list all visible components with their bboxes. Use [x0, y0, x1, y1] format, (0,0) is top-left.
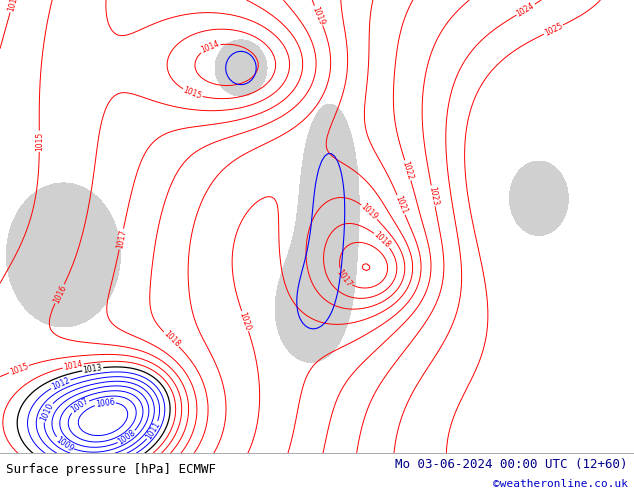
Text: 1010: 1010 [39, 402, 55, 423]
Text: 1024: 1024 [515, 1, 536, 19]
Text: 1016: 1016 [51, 283, 68, 304]
Text: 1013: 1013 [82, 363, 103, 375]
Text: 1017: 1017 [115, 229, 127, 249]
Text: 1012: 1012 [50, 376, 71, 392]
Text: 1022: 1022 [401, 160, 415, 181]
Text: 1017: 1017 [335, 268, 354, 288]
Text: 1014: 1014 [6, 0, 20, 13]
Text: Mo 03-06-2024 00:00 UTC (12+60): Mo 03-06-2024 00:00 UTC (12+60) [395, 458, 628, 471]
Text: 1018: 1018 [372, 230, 392, 250]
Text: 1009: 1009 [54, 435, 75, 453]
Text: 1006: 1006 [95, 397, 115, 409]
Text: 1025: 1025 [543, 22, 564, 38]
Text: 1018: 1018 [162, 329, 181, 349]
Text: 1015: 1015 [35, 132, 44, 151]
Text: 1023: 1023 [427, 186, 439, 206]
Text: 1008: 1008 [117, 428, 138, 446]
Text: 1015: 1015 [182, 86, 203, 101]
Text: 1007: 1007 [69, 397, 90, 415]
Text: 1021: 1021 [393, 195, 409, 216]
Text: 1019: 1019 [359, 202, 380, 221]
Text: 1014: 1014 [200, 39, 221, 55]
Text: 1011: 1011 [145, 420, 162, 441]
Text: 1014: 1014 [63, 360, 84, 372]
Text: 1019: 1019 [311, 5, 327, 26]
Text: ©weatheronline.co.uk: ©weatheronline.co.uk [493, 480, 628, 490]
Text: 1015: 1015 [8, 362, 30, 377]
Text: Surface pressure [hPa] ECMWF: Surface pressure [hPa] ECMWF [6, 463, 216, 476]
Text: 1020: 1020 [238, 311, 252, 332]
